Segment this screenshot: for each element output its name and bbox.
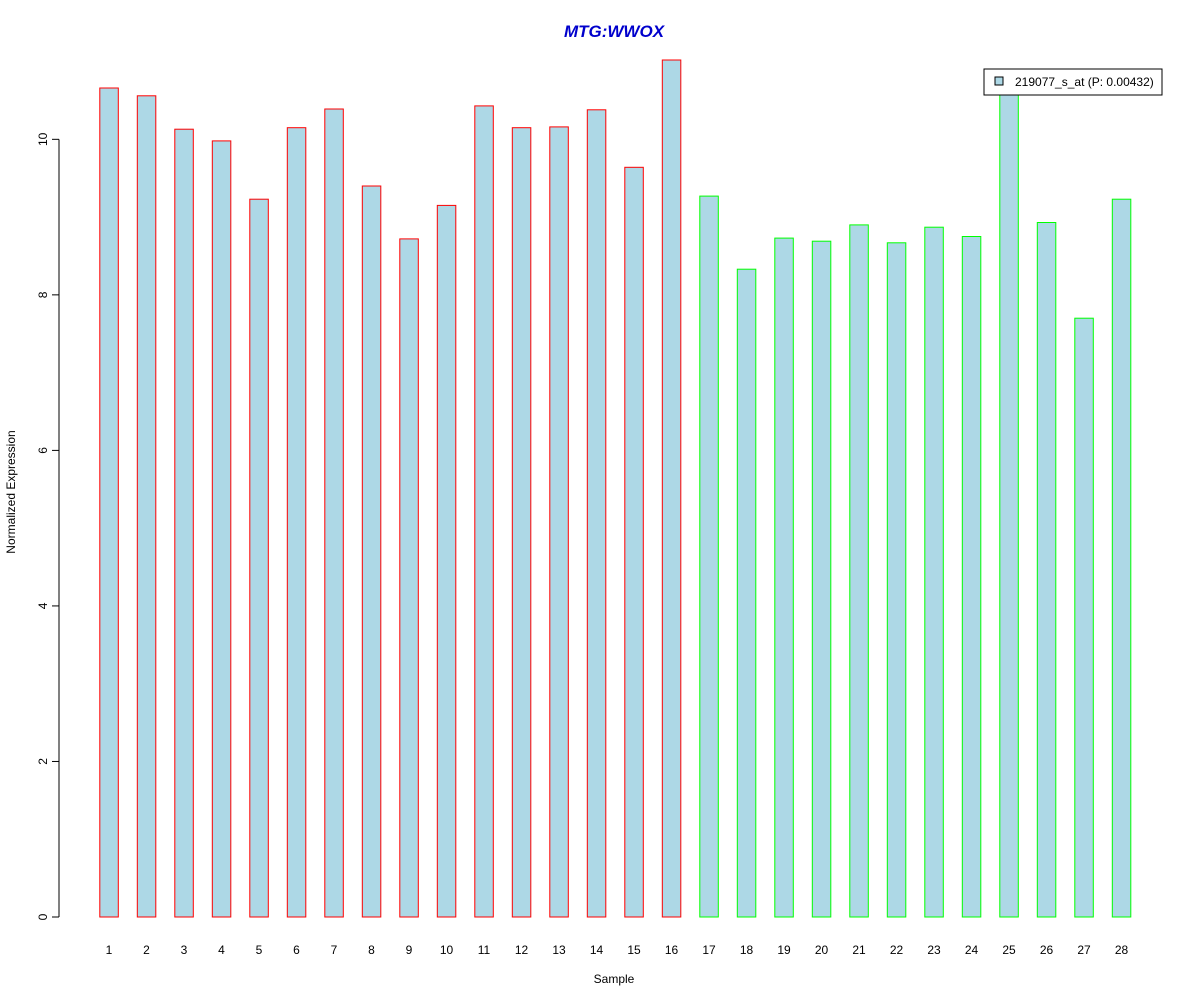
- x-tick-label: 11: [478, 943, 491, 957]
- bar: [286, 127, 307, 918]
- bar: [961, 236, 982, 918]
- x-tick-label: 10: [440, 943, 454, 957]
- bar: [999, 87, 1019, 918]
- y-tick-label: 4: [36, 602, 50, 609]
- bars-group: [99, 59, 1132, 918]
- bar: [661, 59, 682, 918]
- bar: [624, 166, 644, 918]
- x-tick-label: 2: [143, 943, 150, 957]
- bar: [1111, 198, 1132, 918]
- y-tick-label: 8: [36, 291, 50, 298]
- chart-title: MTG:WWOX: [564, 22, 666, 41]
- x-tick-label: 8: [368, 943, 375, 957]
- bar: [511, 127, 532, 918]
- legend-box: [983, 68, 1163, 96]
- bar: [699, 195, 719, 918]
- bar: [736, 268, 757, 918]
- bar: [811, 240, 832, 918]
- bar: [1036, 222, 1057, 918]
- bar: [249, 198, 269, 918]
- bar: [324, 108, 344, 918]
- x-tick-label: 22: [890, 943, 904, 957]
- bar: [474, 105, 494, 918]
- x-tick-label: 16: [665, 943, 679, 957]
- legend-swatch: [994, 76, 1004, 86]
- x-tick-label: 5: [256, 943, 263, 957]
- x-tick-label: 28: [1115, 943, 1129, 957]
- bar: [1074, 317, 1094, 918]
- x-tick-label: 14: [590, 943, 604, 957]
- bar: [436, 204, 457, 918]
- x-axis-title: Sample: [594, 972, 635, 986]
- x-tick-label: 9: [406, 943, 413, 957]
- x-tick-label: 23: [927, 943, 941, 957]
- x-tick-label: 12: [515, 943, 529, 957]
- x-tick-label: 13: [552, 943, 566, 957]
- bar: [361, 185, 382, 918]
- y-axis: 0 2 4 6 8 10: [36, 132, 60, 920]
- x-tick-label: 27: [1077, 943, 1091, 957]
- bar: [399, 238, 419, 918]
- y-tick-label: 6: [36, 447, 50, 454]
- bar: [586, 109, 607, 918]
- x-tick-label: 1: [106, 943, 113, 957]
- x-tick-label: 17: [702, 943, 716, 957]
- x-tick-label: 19: [777, 943, 791, 957]
- legend: 219077_s_at (P: 0.00432): [983, 68, 1163, 96]
- y-axis-title: Normalized Expression: [4, 430, 18, 553]
- bar: [99, 87, 119, 918]
- x-tick-label: 25: [1002, 943, 1016, 957]
- bar: [211, 140, 232, 918]
- bar: [774, 237, 794, 918]
- bar: [886, 242, 907, 918]
- x-tick-label: 24: [965, 943, 979, 957]
- x-tick-label: 6: [293, 943, 300, 957]
- legend-label: 219077_s_at (P: 0.00432): [1015, 75, 1154, 89]
- x-tick-label: 20: [815, 943, 829, 957]
- bar: [136, 95, 157, 918]
- x-tick-label: 3: [181, 943, 188, 957]
- x-axis-labels: 1 2 3 4 5 6 7 8 9 10 11 12 13 14 15 16 17 18 19 20 21 22 23 24 2…: [106, 943, 1129, 957]
- bar: [849, 224, 869, 918]
- bar: [549, 126, 569, 918]
- x-tick-label: 7: [331, 943, 338, 957]
- y-tick-label: 0: [36, 913, 50, 920]
- x-tick-label: 4: [218, 943, 225, 957]
- y-tick-label: 2: [36, 758, 50, 765]
- x-tick-label: 18: [740, 943, 754, 957]
- x-tick-label: 15: [627, 943, 641, 957]
- x-tick-label: 26: [1040, 943, 1054, 957]
- y-tick-label: 10: [36, 132, 50, 146]
- bar: [924, 226, 944, 918]
- bar: [174, 128, 194, 918]
- x-tick-label: 21: [852, 943, 866, 957]
